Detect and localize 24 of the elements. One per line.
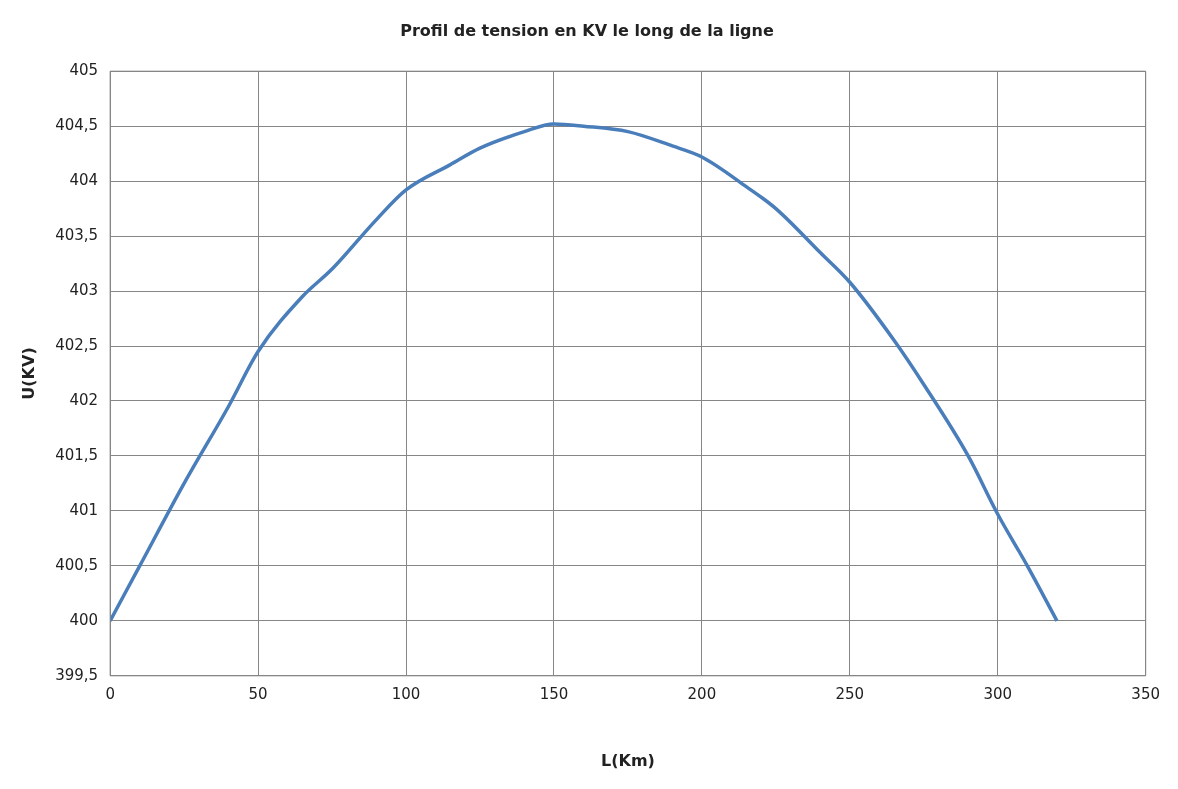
x-tick-label: 200 xyxy=(687,684,717,703)
y-tick-label: 402 xyxy=(69,390,99,409)
y-tick-label: 402,5 xyxy=(55,335,99,354)
x-tick-label: 350 xyxy=(1131,684,1161,703)
x-tick-label: 250 xyxy=(835,684,865,703)
x-tick-label: 50 xyxy=(248,684,268,703)
chart-title: Profil de tension en KV le long de la ligne xyxy=(400,20,774,40)
y-tick-label: 401,5 xyxy=(55,445,99,464)
x-tick-label: 150 xyxy=(539,684,569,703)
y-tick-label: 399,5 xyxy=(55,665,99,684)
x-tick-label: 0 xyxy=(105,684,115,703)
x-tick-label: 100 xyxy=(391,684,421,703)
y-tick-label: 400,5 xyxy=(55,555,99,574)
y-axis-title: U(KV) xyxy=(18,347,38,400)
x-tick-label: 300 xyxy=(983,684,1013,703)
y-tick-label: 404 xyxy=(69,171,99,190)
y-tick-label: 404,5 xyxy=(55,116,99,135)
y-tick-label: 400 xyxy=(69,610,99,629)
y-tick-label: 405 xyxy=(69,61,99,80)
x-axis-title: L(Km) xyxy=(600,750,655,770)
line-series xyxy=(110,122,1059,623)
y-tick-label: 403 xyxy=(69,280,99,299)
y-tick-label: 403,5 xyxy=(55,225,99,244)
y-tick-label: 401 xyxy=(69,500,99,519)
